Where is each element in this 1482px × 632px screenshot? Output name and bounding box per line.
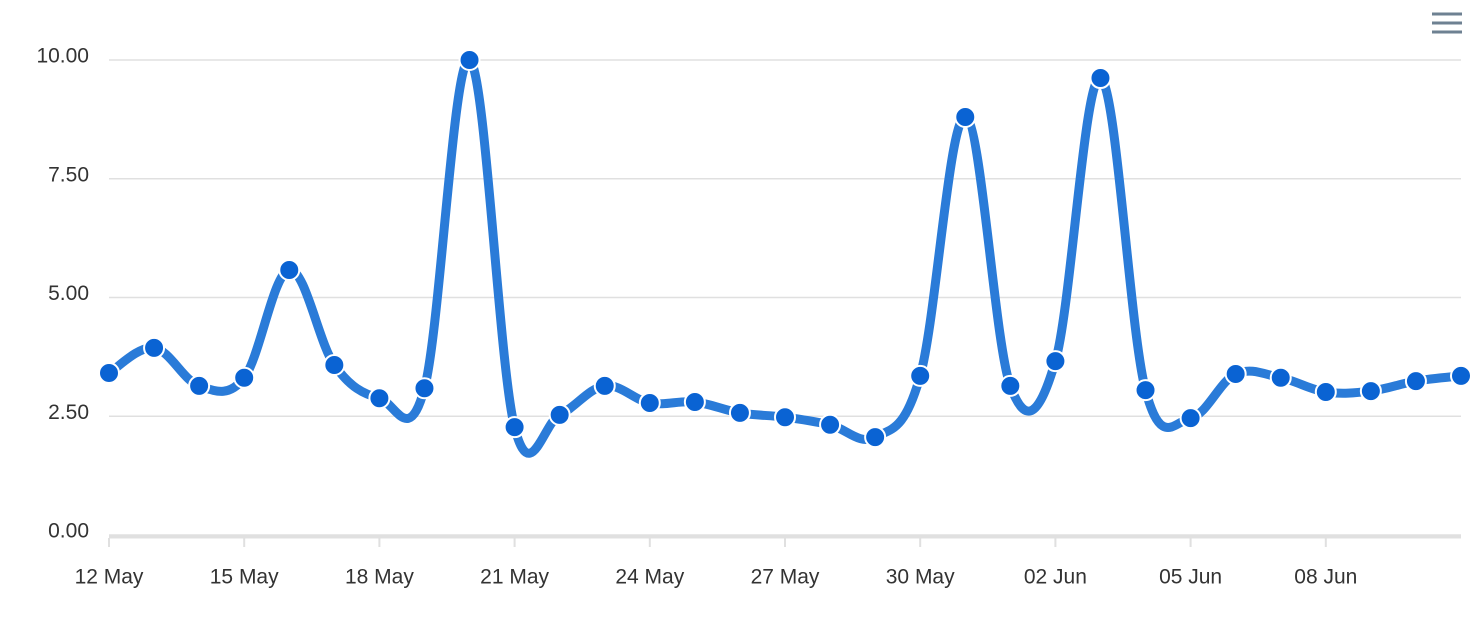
marker — [909, 364, 932, 387]
marker — [1359, 380, 1382, 403]
marker — [1314, 381, 1337, 404]
y-tick-label: 0.00 — [48, 520, 89, 543]
x-tick-label: 30 May — [886, 566, 955, 589]
marker — [1404, 370, 1427, 393]
x-tick-label: 15 May — [210, 566, 279, 589]
x-tick-label: 08 Jun — [1294, 566, 1357, 589]
line — [106, 55, 1462, 458]
marker — [864, 426, 887, 449]
marker — [1089, 67, 1112, 90]
marker — [413, 377, 436, 400]
marker — [638, 391, 661, 414]
marker — [1044, 350, 1067, 373]
marker — [278, 258, 301, 281]
marker — [774, 406, 796, 429]
x-tick-label: 27 May — [751, 566, 820, 589]
marker — [954, 106, 977, 128]
marker — [1450, 364, 1472, 387]
marker — [999, 374, 1022, 397]
marker — [188, 374, 211, 397]
marker — [1134, 379, 1157, 402]
marker — [368, 387, 391, 410]
marker — [819, 413, 842, 436]
marker — [683, 391, 706, 413]
y-tick-label: 2.50 — [48, 401, 89, 424]
marker — [233, 366, 256, 389]
y-tick-label: 10.00 — [36, 45, 89, 68]
marker — [728, 401, 751, 424]
marker — [548, 403, 571, 426]
y-tick-label: 5.00 — [48, 282, 89, 305]
x-tick-label: 02 Jun — [1024, 566, 1087, 589]
x-tick-label: 24 May — [615, 566, 684, 589]
marker — [323, 353, 346, 376]
x-tick-label: 12 May — [75, 566, 144, 589]
marker — [1179, 407, 1202, 430]
y-tick-label: 7.50 — [48, 163, 89, 186]
x-tick-label: 18 May — [345, 566, 414, 589]
menu-icon[interactable] — [1432, 12, 1462, 34]
x-tick-label: 21 May — [480, 566, 549, 589]
marker — [458, 49, 481, 71]
marker — [1224, 362, 1247, 385]
marker — [1269, 366, 1292, 389]
marker — [503, 416, 526, 439]
marker — [143, 336, 166, 359]
x-tick-label: 05 Jun — [1159, 566, 1222, 589]
marker — [98, 362, 120, 385]
marker — [593, 374, 616, 397]
